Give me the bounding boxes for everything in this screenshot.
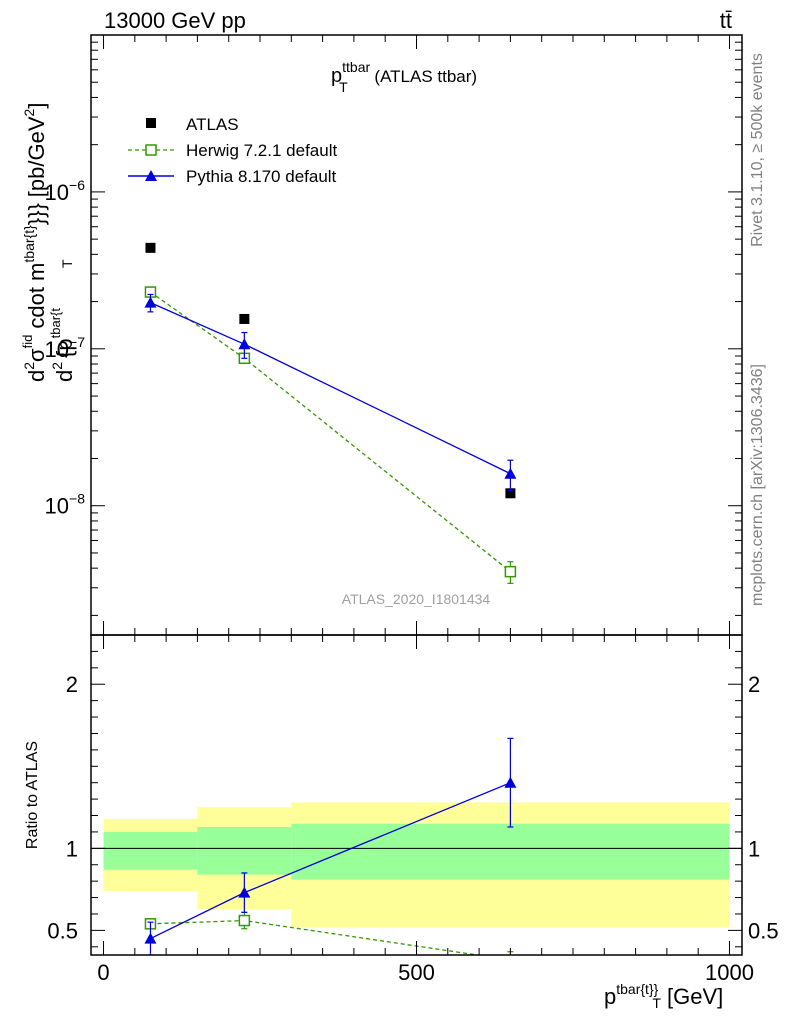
ratio-ytick-label-right: 2: [748, 672, 760, 697]
pythia-main-point: [144, 296, 157, 308]
xtick-label: 0: [97, 960, 109, 985]
xtick-label: 1000: [705, 960, 754, 985]
pythia-ratio-group: [144, 737, 517, 955]
ratio-ylabel: Ratio to ATLAS: [24, 741, 41, 849]
ratio-ytick-label: 1: [66, 836, 78, 861]
herwig-ratio-point: [238, 914, 251, 927]
main-ytick-label: 10−8: [45, 491, 86, 519]
xlabel: ptbar{t}} T [GeV]: [604, 981, 723, 1011]
ratio-ytick-label: 0.5: [47, 918, 78, 943]
ratio-band-inner: [197, 827, 292, 875]
process-label: tt̄: [720, 8, 732, 33]
main-ylabel: d2σfidcdot mtbar{t}}}}[pb/GeV2] d2{ptbar…: [20, 103, 77, 382]
rivet-label: Rivet 3.1.10, ≥ 500k events: [749, 53, 766, 247]
herwig-main-line: [150, 291, 511, 573]
herwig-main-point: [504, 565, 517, 578]
xtick-label: 500: [398, 960, 435, 985]
ratio-series-group: [144, 737, 517, 955]
ratio-bands: [103, 802, 730, 928]
pythia-ratio-point: [504, 776, 517, 788]
main-series-group: [144, 242, 517, 584]
main-ytick-label: 10−7: [45, 334, 86, 362]
pythia-ratio-point: [238, 886, 251, 898]
legend-marker-herwig: [145, 144, 157, 156]
legend-marker-atlas: [146, 118, 156, 128]
ratio-ytick-label-right: 1: [748, 836, 760, 861]
legend-marker-pythia: [145, 170, 157, 181]
energy-label: 13000 GeV pp: [104, 8, 246, 33]
svg-text:d2{ptbar{tT: d2{ptbar{tT: [48, 259, 77, 382]
pythia-main-line: [150, 302, 511, 475]
legend-label-pythia: Pythia 8.170 default: [186, 167, 337, 186]
legend: ATLAS Herwig 7.2.1 default Pythia 8.170 …: [128, 115, 337, 186]
atlas-main-point: [505, 488, 516, 499]
pythia-main-point: [504, 467, 517, 479]
analysis-id: ATLAS_2020_I1801434: [342, 591, 491, 607]
legend-label-herwig: Herwig 7.2.1 default: [186, 141, 337, 160]
ratio-ticks: 0.5 0.5 1 1 2 2 0 500 1000: [47, 634, 779, 985]
ratio-ytick-label-right: 0.5: [748, 918, 779, 943]
main-ytick-label: 10−6: [45, 177, 86, 205]
ratio-band-inner: [103, 831, 198, 870]
pythia-main-point: [238, 338, 251, 350]
atlas-main-point: [145, 242, 156, 253]
main-ticks: 10−6 10−7 10−8: [45, 34, 742, 635]
ratio-band-inner: [291, 823, 730, 880]
mcplots-label: mcplots.cern.ch [arXiv:1306.3436]: [749, 364, 766, 606]
pythia-ratio-point: [144, 932, 157, 944]
ratio-ytick-label: 2: [66, 672, 78, 697]
plot-title: pttbar T (ATLAS ttbar): [331, 59, 477, 95]
svg-text:d2σfidcdot mtbar{t}}}}[pb/GeV2: d2σfidcdot mtbar{t}}}}[pb/GeV2]: [20, 103, 49, 382]
atlas-main-point: [239, 313, 250, 324]
legend-label-atlas: ATLAS: [186, 115, 239, 134]
